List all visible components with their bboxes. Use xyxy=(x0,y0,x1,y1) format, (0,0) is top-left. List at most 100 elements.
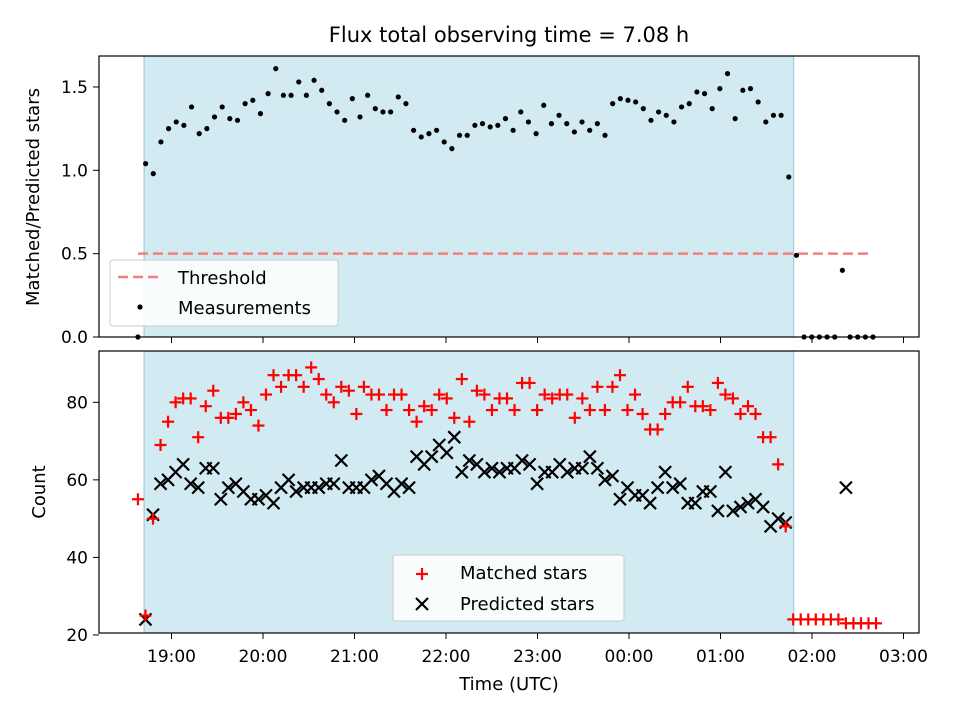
measurement-point xyxy=(219,104,225,110)
bottom-y-axis-label: Count xyxy=(29,465,50,518)
matched-star-marker xyxy=(568,411,581,424)
measurement-point xyxy=(181,122,187,128)
predicted-star-marker xyxy=(741,496,755,510)
measurement-point xyxy=(303,92,309,98)
measurement-point xyxy=(793,252,800,258)
measurement-point xyxy=(342,117,348,123)
matched-star-marker xyxy=(244,404,257,417)
top-axes-frame xyxy=(98,55,920,338)
measurement-point xyxy=(365,92,371,98)
matched-star-marker xyxy=(357,380,370,393)
measurement-point xyxy=(211,114,218,120)
matched-star-marker xyxy=(870,617,883,630)
measurement-point xyxy=(388,109,394,115)
predicted-star-marker xyxy=(703,484,718,499)
matched-star-marker xyxy=(508,404,521,417)
measurement-point xyxy=(510,127,516,133)
measurement-point xyxy=(319,87,325,93)
predicted-star-marker xyxy=(733,500,748,514)
bottom-y-tick-label: 20 xyxy=(66,626,88,646)
bottom-axis-ticks: 19:00 20:00 21:00 22:00 23:00 00:00 01:00 02:00… xyxy=(66,393,928,667)
predicted-star-marker xyxy=(176,457,190,472)
measurement-point xyxy=(678,104,685,110)
top-axis-ticks: 0.0 0.5 1.0 1.5 xyxy=(61,78,904,348)
predicted-star-marker xyxy=(605,469,620,483)
predicted-star-marker xyxy=(726,504,740,518)
matched-star-marker xyxy=(681,380,694,393)
predicted-star-marker xyxy=(439,445,454,460)
predicted-star-marker xyxy=(711,504,725,518)
measurement-point xyxy=(265,91,271,97)
x-tick-label: 00:00 xyxy=(605,647,654,667)
measurement-point xyxy=(548,121,555,127)
measurement-point xyxy=(334,109,340,115)
matched-star-marker xyxy=(184,392,197,405)
measurement-point xyxy=(587,127,593,133)
matched-star-marker xyxy=(629,388,642,401)
predicted-star-marker xyxy=(153,476,168,491)
matched-star-marker xyxy=(726,392,739,405)
predicted-star-marker xyxy=(221,480,236,495)
measurement-point xyxy=(610,101,616,107)
matched-star-marker xyxy=(613,369,626,382)
top-y-axis-label: Matched/Predicted stars xyxy=(23,88,44,306)
matched-star-marker xyxy=(470,384,483,397)
predicted-star-marker xyxy=(311,480,326,495)
predicted-star-marker xyxy=(650,480,665,495)
measurement-point xyxy=(502,116,509,122)
legend-predicted-swatch xyxy=(415,597,429,611)
legend-threshold-label: Threshold xyxy=(177,268,267,289)
legend-measurements-label: Measurements xyxy=(178,298,311,319)
measurement-point xyxy=(525,119,532,125)
matched-star-marker xyxy=(674,396,687,409)
matched-star-marker xyxy=(139,609,152,622)
matched-star-marker xyxy=(523,376,536,389)
matched-star-marker xyxy=(621,404,634,417)
matched-star-marker xyxy=(636,407,649,420)
predicted-star-marker xyxy=(643,496,657,510)
predicted-star-marker xyxy=(839,480,853,495)
measurement-point xyxy=(763,119,769,125)
predicted-star-marker xyxy=(485,461,499,476)
measurement-point xyxy=(464,132,470,138)
measurement-point xyxy=(349,96,355,102)
x-tick-label: 22:00 xyxy=(422,647,471,667)
matched-star-marker xyxy=(433,388,446,401)
matched-star-marker xyxy=(267,369,280,382)
measurement-point xyxy=(426,131,432,137)
matched-star-marker xyxy=(320,388,333,401)
measurement-point xyxy=(640,106,646,112)
matched-star-marker xyxy=(380,404,393,417)
measurement-point xyxy=(173,119,179,125)
measurement-point xyxy=(747,86,754,92)
matched-star-marker xyxy=(576,392,589,405)
top-legend-box xyxy=(109,259,339,327)
matched-star-marker xyxy=(485,404,498,417)
measurement-point xyxy=(663,112,669,118)
predicted-star-marker xyxy=(688,496,703,510)
measurement-point xyxy=(311,77,317,83)
matched-star-marker xyxy=(342,384,355,397)
bottom-legend: Matched stars Predicted stars xyxy=(392,554,625,622)
measurement-point xyxy=(625,97,631,103)
measurement-point xyxy=(196,131,202,137)
predicted-star-marker xyxy=(492,465,507,479)
predicted-star-marker xyxy=(462,453,477,468)
measurement-point xyxy=(564,121,570,127)
bottom-legend-box xyxy=(392,554,625,622)
matched-star-marker xyxy=(734,407,747,420)
predicted-star-marker xyxy=(402,480,416,495)
matched-star-marker xyxy=(659,407,672,420)
measurement-point xyxy=(296,79,302,85)
count-plot-panel: 19:00 20:00 21:00 22:00 23:00 00:00 01:00 02:00… xyxy=(29,350,928,695)
measurement-point xyxy=(755,99,761,105)
predicted-star-marker xyxy=(447,430,462,444)
matched-star-marker xyxy=(832,613,845,626)
measurement-point xyxy=(380,109,386,115)
matched-star-marker xyxy=(546,392,559,405)
matched-star-marker xyxy=(455,373,468,386)
predicted-star-marker xyxy=(771,511,785,526)
matched-star-marker xyxy=(207,384,220,397)
predicted-star-marker xyxy=(326,476,341,491)
top-chart-title: Flux total observing time = 7.08 h xyxy=(329,23,689,47)
